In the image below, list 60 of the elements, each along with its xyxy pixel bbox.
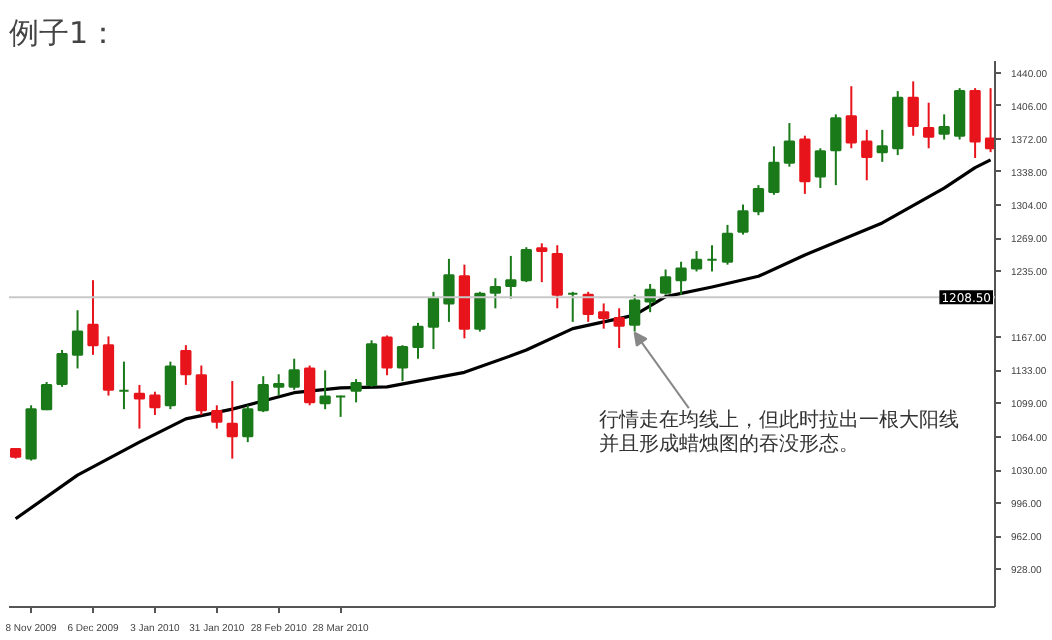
candlestick	[319, 369, 331, 411]
candlestick	[536, 242, 548, 284]
candlestick	[876, 128, 888, 163]
candlestick	[845, 85, 857, 150]
candlestick	[474, 290, 486, 333]
candlestick	[613, 307, 625, 350]
candlestick	[211, 404, 223, 430]
annotation: 行情走在均线上，但此时拉出一根大阳线	[598, 408, 959, 433]
candlestick	[257, 375, 269, 414]
candlestick	[721, 223, 734, 266]
candlestick	[350, 378, 362, 404]
candlestick	[659, 268, 672, 296]
candlestick	[706, 244, 718, 273]
candlestick	[598, 302, 610, 330]
candlestick	[752, 184, 765, 217]
candlestick	[273, 373, 285, 397]
candlestick	[365, 339, 378, 388]
candlestick	[56, 349, 68, 388]
candlestick	[768, 145, 780, 196]
candlestick	[737, 203, 749, 236]
candlestick	[304, 364, 316, 407]
candlestick	[923, 101, 935, 150]
candlestick	[195, 364, 207, 416]
candlestick	[443, 257, 455, 323]
candlestick	[567, 290, 579, 323]
candlestick	[907, 80, 919, 137]
candlestick	[427, 290, 440, 351]
candlestick	[861, 128, 873, 182]
candlestick	[412, 321, 424, 360]
candlestick	[180, 344, 192, 386]
candlestick	[334, 394, 347, 418]
candlestick	[830, 113, 842, 187]
candlestick	[102, 335, 115, 397]
candlestick	[149, 390, 161, 416]
candlestick	[814, 147, 826, 190]
candlestick	[40, 381, 53, 412]
candlestick	[629, 293, 641, 333]
candlestick	[953, 87, 966, 141]
candlestick	[288, 357, 300, 391]
candlestick	[396, 344, 409, 383]
candlestick	[551, 244, 563, 310]
candlestick	[520, 246, 532, 284]
annotation: 并且形成蜡烛图的吞没形态。	[598, 432, 859, 457]
candlestick	[118, 360, 130, 411]
line-series	[14, 158, 993, 521]
candlestick	[690, 250, 703, 273]
candlestick	[164, 360, 177, 411]
candlestick	[71, 309, 84, 370]
candlestick	[505, 254, 517, 300]
candlestick	[489, 277, 502, 310]
candlestick	[783, 122, 796, 168]
candlestick	[87, 279, 99, 356]
candlestick	[226, 380, 238, 460]
candlestick	[938, 113, 950, 141]
candlestick	[242, 404, 254, 444]
candlestick	[675, 260, 687, 296]
candlestick	[799, 134, 811, 195]
candlestick	[133, 383, 146, 430]
candlestick	[381, 334, 393, 377]
chart-title: 例子1：	[9, 15, 119, 51]
